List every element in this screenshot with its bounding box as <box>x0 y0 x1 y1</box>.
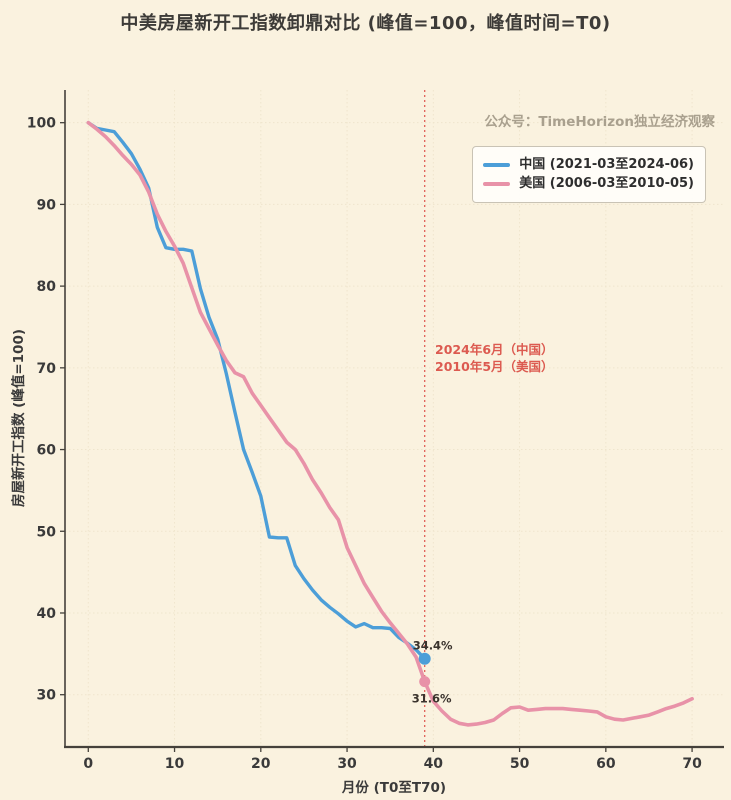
y-tick-label: 50 <box>37 524 57 540</box>
y-tick-label: 90 <box>37 197 57 213</box>
x-tick-label: 30 <box>337 756 357 772</box>
legend-item-1: 美国 (2006-03至2010-05) <box>483 176 694 192</box>
y-tick-label: 40 <box>37 606 57 622</box>
marker-dot-1 <box>419 676 431 688</box>
x-tick-label: 20 <box>251 756 271 772</box>
y-axis-label: 房屋新开工指数 (峰值=100) <box>11 328 27 508</box>
annotation-text-0: 2024年6月（中国） <box>435 342 554 357</box>
series-line-0 <box>86 120 427 661</box>
y-tick-label: 100 <box>27 116 56 132</box>
series-line-1 <box>86 120 694 727</box>
watermark: 公众号：TimeHorizon独立经济观察 <box>484 114 715 130</box>
marker-dot-0 <box>418 652 431 665</box>
marker-label-0: 34.4% <box>413 639 453 653</box>
x-tick-label: 70 <box>682 756 702 772</box>
chart-title: 中美房屋新开工指数卸鼎对比 (峰值=100，峰值时间=T0) <box>120 13 611 34</box>
legend-label-1: 美国 (2006-03至2010-05) <box>519 176 694 191</box>
y-tick-label: 80 <box>37 279 57 295</box>
legend-swatch-1 <box>483 182 511 186</box>
annotation-text-1: 2010年5月（美国） <box>435 359 554 374</box>
x-tick-label: 50 <box>510 756 530 772</box>
legend-item-0: 中国 (2021-03至2024-06) <box>483 157 694 173</box>
x-tick-label: 0 <box>83 756 93 772</box>
x-tick-label: 60 <box>596 756 616 772</box>
y-tick-label: 30 <box>37 688 57 704</box>
y-tick-label: 70 <box>37 361 57 377</box>
x-tick-label: 10 <box>165 756 185 772</box>
legend-label-0: 中国 (2021-03至2024-06) <box>519 157 694 172</box>
legend-swatch-0 <box>483 163 511 167</box>
x-axis-label: 月份 (T0至T70) <box>341 780 447 796</box>
y-tick-label: 60 <box>37 443 57 459</box>
x-tick-label: 40 <box>424 756 444 772</box>
legend: 中国 (2021-03至2024-06) 美国 (2006-03至2010-05) <box>472 146 706 203</box>
marker-label-1: 31.6% <box>412 692 452 706</box>
